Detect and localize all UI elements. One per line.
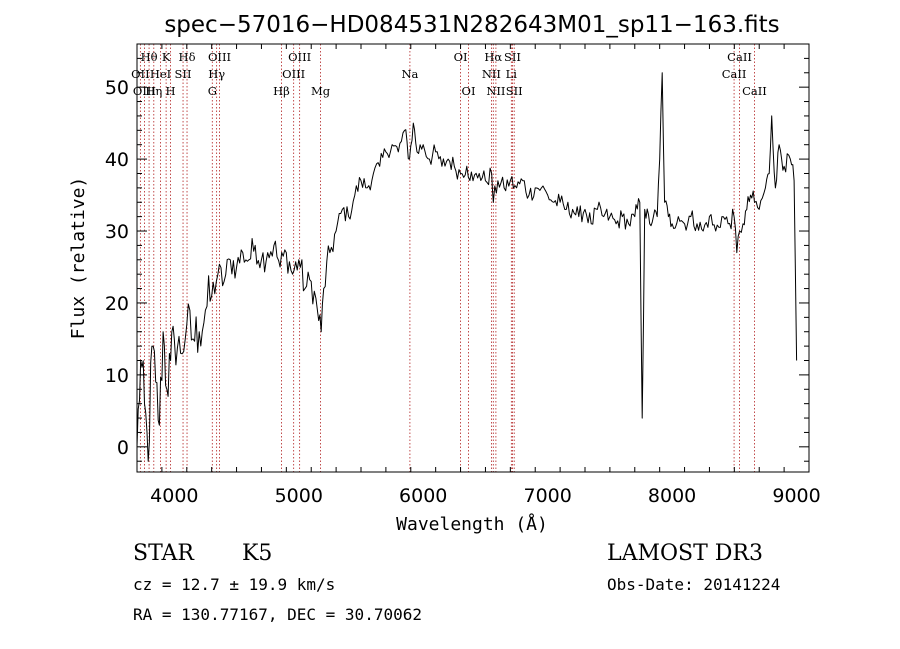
line-marker-label: Hα — [484, 50, 502, 64]
x-axis-label: Wavelength (Å) — [396, 513, 548, 535]
line-marker-label: Hγ — [208, 67, 225, 81]
line-marker-label: OII — [131, 67, 150, 81]
line-marker-label: Li — [506, 67, 518, 81]
y-tick-label: 30 — [105, 221, 129, 243]
line-marker-label: H — [165, 84, 175, 98]
y-tick-label: 50 — [105, 77, 129, 99]
x-tick-label: 9000 — [772, 485, 820, 507]
line-marker-label: OIII — [208, 50, 231, 64]
plot-frame — [136, 43, 810, 473]
line-marker-label: SII — [506, 84, 523, 98]
observation-date: Obs-Date: 20141224 — [607, 575, 780, 594]
y-tick-label: 0 — [117, 437, 129, 459]
spectrum-line — [136, 72, 798, 462]
line-marker-label: CaII — [727, 50, 752, 64]
line-marker-label: K — [162, 50, 171, 64]
line-marker-label: OIII — [288, 50, 311, 64]
line-marker-label: NII — [482, 67, 501, 81]
survey-name: LAMOST DR3 — [607, 541, 763, 566]
x-tick-label: 8000 — [648, 485, 696, 507]
x-tick-label: 6000 — [399, 485, 447, 507]
line-marker-label: Hβ — [273, 84, 290, 98]
line-marker-label: OI — [462, 84, 476, 98]
x-tick-label: 7000 — [523, 485, 571, 507]
coordinates-readout: RA = 130.77167, DEC = 30.70062 — [133, 605, 422, 624]
line-marker-label: OI — [454, 50, 468, 64]
y-tick-label: 40 — [105, 149, 129, 171]
x-tick-label: 5000 — [275, 485, 323, 507]
x-tick-label: 4000 — [150, 485, 198, 507]
line-marker-label: NII — [486, 84, 505, 98]
x-axis-ticks: 4000 5000 6000 7000 8000 9000 — [136, 44, 821, 507]
line-marker-label: OIII — [282, 67, 305, 81]
line-marker-label: HeI — [150, 67, 171, 81]
line-marker-label: SII — [504, 50, 521, 64]
line-marker-label: Na — [401, 67, 418, 81]
y-axis-ticks: 0 10 20 30 40 50 — [105, 43, 809, 462]
y-axis-label: Flux (relative) — [68, 177, 89, 340]
line-marker-label: Mg — [311, 84, 331, 98]
line-marker-label: Hθ — [141, 50, 158, 64]
line-markers — [139, 44, 755, 472]
object-class: STAR — [133, 541, 195, 566]
line-marker-label: SII — [175, 67, 192, 81]
y-tick-label: 20 — [105, 293, 129, 315]
chart-title: spec−57016−HD084531N282643M01_sp11−163.f… — [164, 12, 779, 38]
line-marker-label: Hδ — [179, 50, 196, 64]
redshift-readout: cz = 12.7 ± 19.9 km/s — [133, 575, 335, 594]
line-marker-label: G — [208, 84, 217, 98]
line-marker-label: CaII — [742, 84, 767, 98]
line-marker-label: CaII — [722, 67, 747, 81]
object-subclass: K5 — [242, 541, 272, 566]
line-marker-label: Hη — [145, 84, 162, 98]
y-tick-label: 10 — [105, 365, 129, 387]
